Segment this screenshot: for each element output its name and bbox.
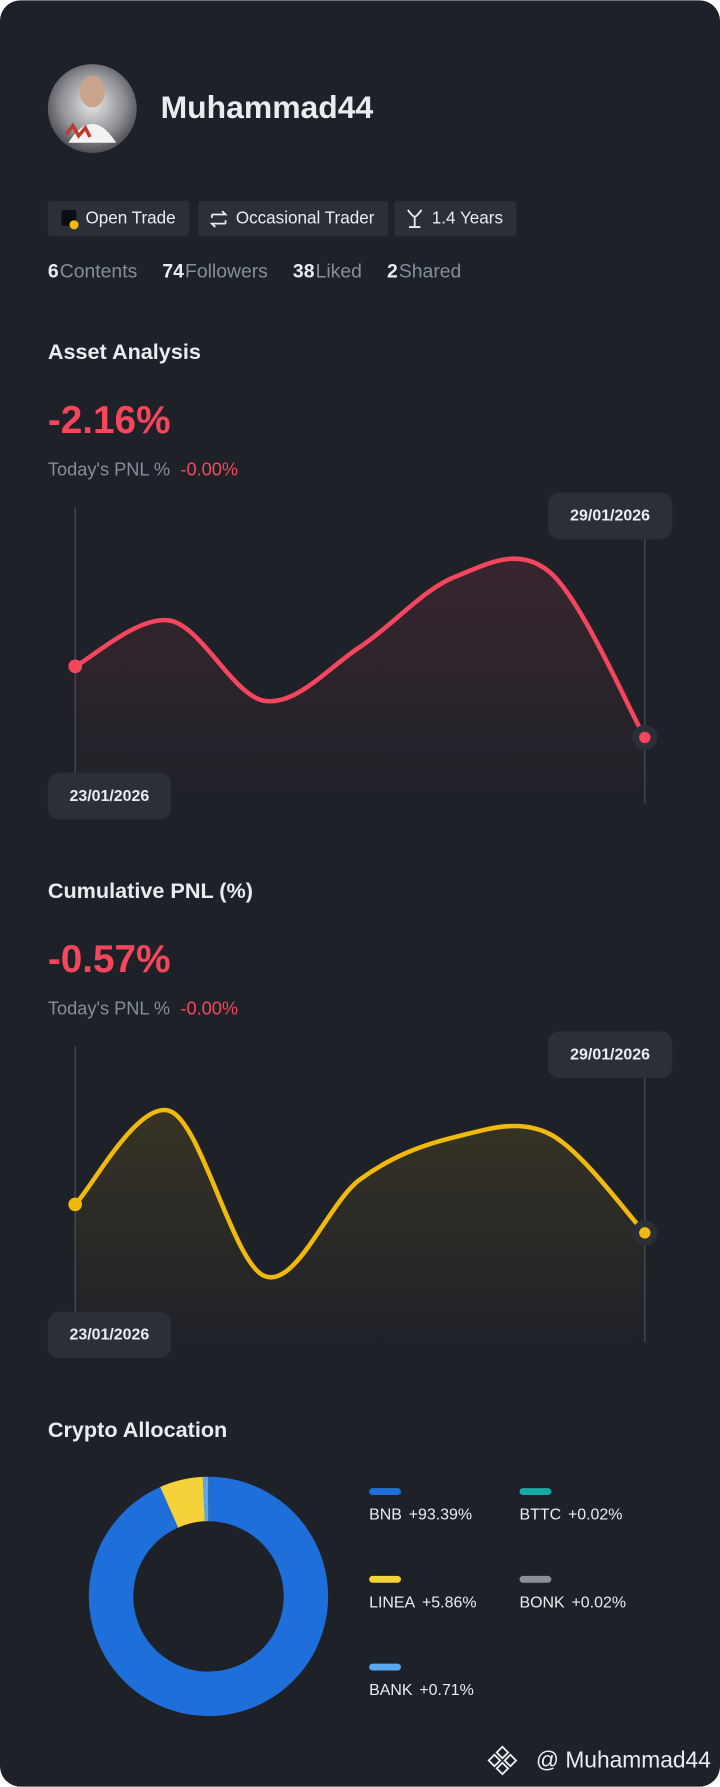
badge <box>198 200 389 237</box>
avatar-body <box>68 123 117 143</box>
avatar-face <box>79 75 105 108</box>
legend-name: BNB <box>369 1507 402 1524</box>
headline-value: -2.16% <box>48 399 171 442</box>
section-title: Asset Analysis <box>48 339 201 364</box>
start-date: 23/01/2026 <box>69 1327 149 1344</box>
avatar <box>47 64 137 153</box>
badge-label: 1.4 Years <box>432 209 503 228</box>
section-title: Cumulative PNL (%) <box>48 878 253 903</box>
end-date: 29/01/2026 <box>570 1046 650 1063</box>
legend-value: +93.39% <box>409 1507 472 1524</box>
stat-label: Shared <box>399 261 461 283</box>
end-point <box>639 731 651 744</box>
stat-label: Liked <box>316 261 362 283</box>
area <box>75 1109 645 1343</box>
end-date: 29/01/2026 <box>570 508 650 525</box>
pnl-value: -0.00% <box>180 460 238 480</box>
area <box>75 558 645 804</box>
stat-value: 6 <box>48 261 59 283</box>
stat-value: 74 <box>162 261 184 283</box>
pnl-label: Today's PNL % <box>48 999 170 1019</box>
watermark: @ Muhammad44 <box>536 1747 711 1773</box>
start-point <box>68 1197 83 1212</box>
legend-name: BTTC <box>519 1507 561 1524</box>
headline-value: -0.57% <box>48 938 171 981</box>
legend-swatch <box>519 1488 552 1496</box>
username: Muhammad44 <box>161 89 374 125</box>
date-tooltip <box>47 772 171 820</box>
pnl-label: Today's PNL % <box>48 460 170 480</box>
section-title: Crypto Allocation <box>48 1417 227 1442</box>
legend-value: +5.86% <box>422 1594 477 1611</box>
start-date: 23/01/2026 <box>69 788 149 805</box>
badge <box>394 200 517 237</box>
legend-swatch <box>369 1663 402 1671</box>
end-point <box>639 1227 651 1239</box>
binance-logo <box>487 1745 518 1776</box>
badge-icon <box>407 209 423 228</box>
stat-label: Followers <box>185 261 268 283</box>
legend-swatch <box>369 1575 402 1583</box>
stat-value: 38 <box>293 261 315 283</box>
legend-swatch <box>519 1575 552 1583</box>
legend-value: +0.02% <box>568 1507 622 1524</box>
legend-name: LINEA <box>369 1594 415 1611</box>
badge-icon <box>209 210 228 228</box>
donut-slice <box>88 1476 329 1716</box>
date-tooltip <box>547 492 673 540</box>
start-point <box>68 659 83 674</box>
badge-label: Occasional Trader <box>236 209 375 228</box>
avatar-flame <box>64 122 92 139</box>
date-tooltip <box>547 1031 673 1079</box>
legend-name: BANK <box>369 1682 413 1699</box>
date-tooltip <box>47 1311 171 1359</box>
legend-value: +0.02% <box>572 1594 627 1611</box>
pnl-value: -0.00% <box>180 999 238 1019</box>
line <box>72 1107 648 1280</box>
donut-slice <box>160 1476 206 1528</box>
badge <box>47 200 190 237</box>
legend-name: BONK <box>519 1594 565 1611</box>
stat-label: Contents <box>60 261 137 283</box>
stat-value: 2 <box>387 261 398 283</box>
line <box>72 556 648 740</box>
badge-label: Open Trade <box>85 209 175 228</box>
legend-swatch <box>369 1488 402 1496</box>
legend-value: +0.71% <box>419 1682 474 1699</box>
badge-icon-check <box>69 220 79 230</box>
